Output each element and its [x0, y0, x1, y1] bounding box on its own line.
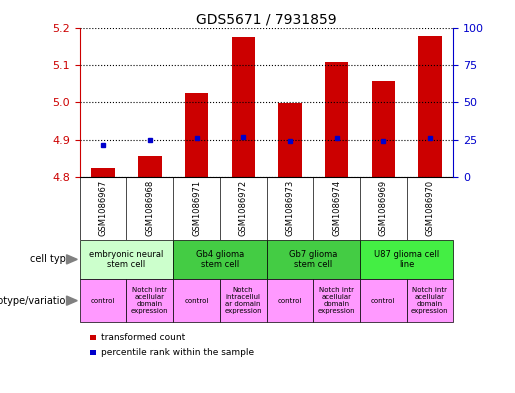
Text: GSM1086973: GSM1086973 — [285, 180, 295, 236]
Text: control: control — [278, 298, 302, 304]
Bar — [406, 279, 453, 322]
Text: Notch intr
acellular
domain
expression: Notch intr acellular domain expression — [411, 287, 449, 314]
Bar — [138, 156, 162, 177]
Text: Notch
intracellul
ar domain
expression: Notch intracellul ar domain expression — [225, 287, 262, 314]
Bar — [80, 279, 127, 322]
Text: Notch intr
acellular
domain
expression: Notch intr acellular domain expression — [318, 287, 355, 314]
Bar — [313, 279, 360, 322]
Text: GSM1086970: GSM1086970 — [425, 180, 434, 236]
Bar — [360, 279, 406, 322]
Bar — [80, 240, 173, 279]
Text: Gb7 glioma
stem cell: Gb7 glioma stem cell — [289, 250, 337, 269]
Bar — [173, 279, 220, 322]
Bar — [267, 240, 360, 279]
Text: control: control — [371, 298, 396, 304]
Text: Notch intr
acellular
domain
expression: Notch intr acellular domain expression — [131, 287, 168, 314]
Bar — [220, 279, 267, 322]
Bar — [127, 279, 173, 322]
Text: U87 glioma cell
line: U87 glioma cell line — [374, 250, 439, 269]
Text: transformed count: transformed count — [101, 333, 186, 342]
Bar — [92, 167, 115, 177]
Text: GSM1086974: GSM1086974 — [332, 180, 341, 236]
Bar — [278, 103, 301, 177]
Text: embryonic neural
stem cell: embryonic neural stem cell — [89, 250, 164, 269]
Text: GSM1086971: GSM1086971 — [192, 180, 201, 236]
Text: GSM1086967: GSM1086967 — [99, 180, 108, 236]
Bar — [360, 240, 453, 279]
Text: genotype/variation: genotype/variation — [0, 296, 72, 306]
Text: GSM1086972: GSM1086972 — [238, 180, 248, 236]
Text: GSM1086969: GSM1086969 — [379, 180, 388, 236]
Text: control: control — [91, 298, 115, 304]
Title: GDS5671 / 7931859: GDS5671 / 7931859 — [196, 12, 337, 26]
Bar — [371, 81, 395, 177]
Text: Gb4 glioma
stem cell: Gb4 glioma stem cell — [196, 250, 244, 269]
Text: GSM1086968: GSM1086968 — [145, 180, 154, 236]
Bar — [173, 240, 267, 279]
Text: control: control — [184, 298, 209, 304]
Bar — [418, 36, 441, 177]
Bar — [185, 93, 208, 177]
Text: cell type: cell type — [30, 254, 72, 264]
Text: percentile rank within the sample: percentile rank within the sample — [101, 348, 254, 357]
Bar — [267, 279, 313, 322]
Bar — [232, 37, 255, 177]
Bar — [325, 62, 348, 177]
